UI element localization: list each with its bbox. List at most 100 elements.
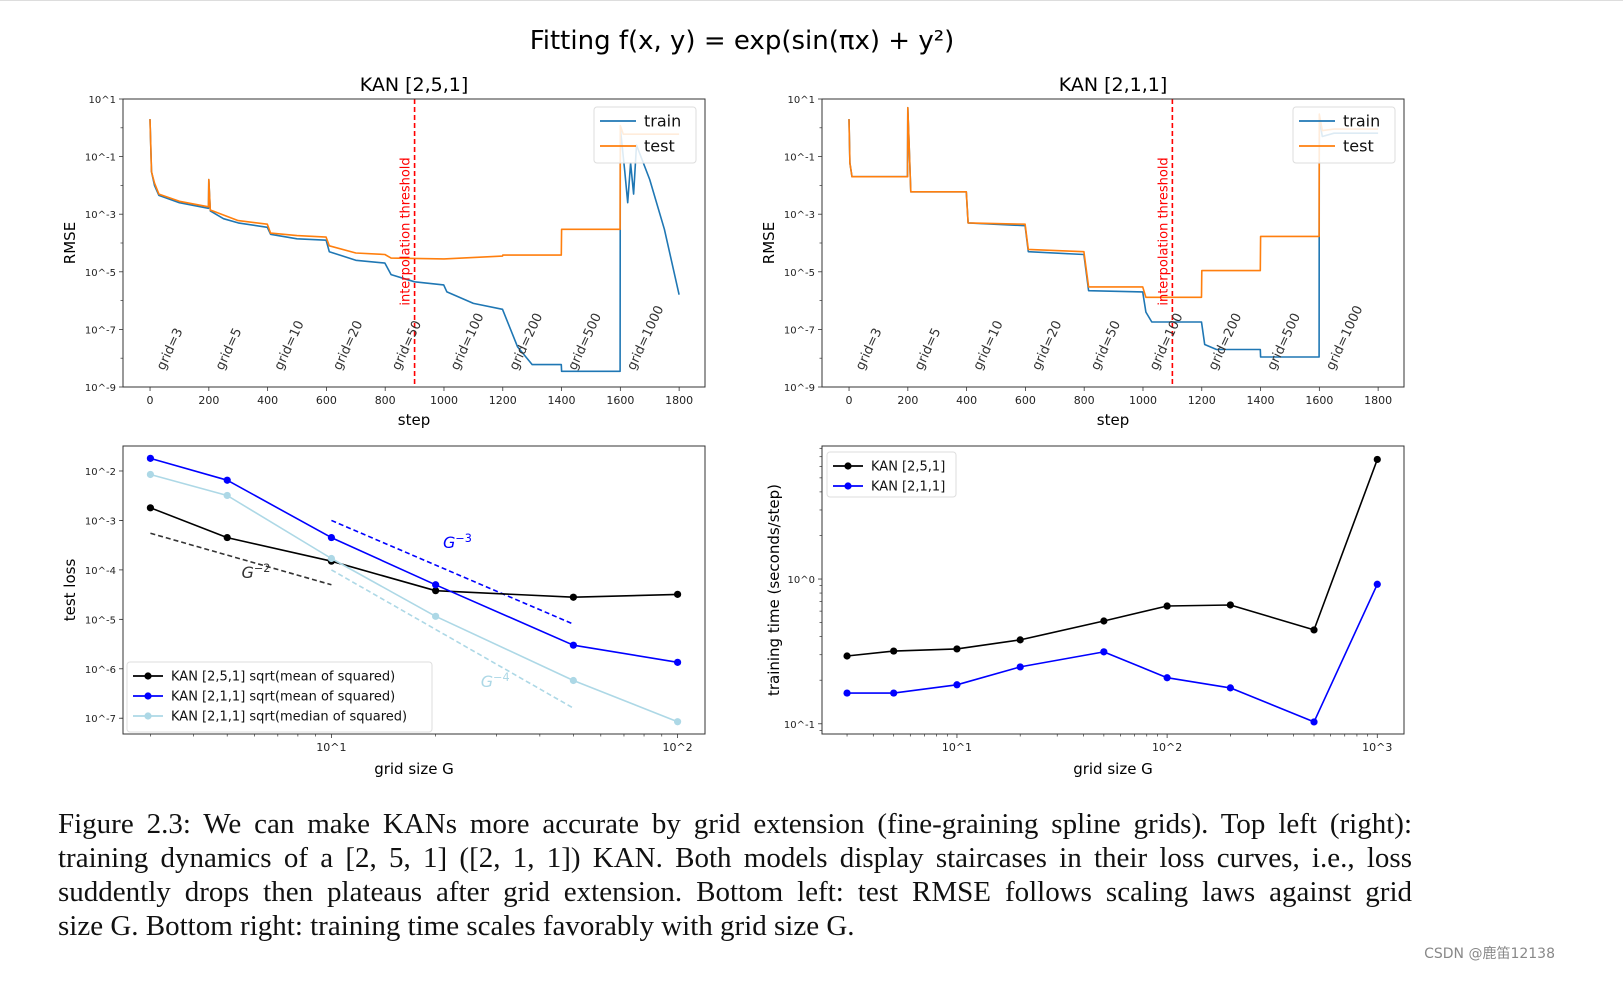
- grid-size-annotation: grid=50: [389, 318, 425, 372]
- x-tick-label: 800: [1074, 394, 1095, 407]
- y-tick-label: 10^-3: [85, 210, 116, 221]
- y-tick-label: 10^-7: [85, 325, 116, 336]
- x-tick-label: 1400: [1247, 394, 1275, 407]
- plot-area: [149, 119, 680, 373]
- legend: train test: [1292, 106, 1396, 164]
- grid-size-annotation: grid=10: [971, 318, 1007, 372]
- data-point: [953, 681, 961, 689]
- x-tick-label: 200: [897, 394, 918, 407]
- legend-box: [126, 661, 433, 733]
- x-tick-label: 1600: [606, 394, 634, 407]
- reference-line-label-exponent: −4: [493, 670, 510, 683]
- legend-marker: [144, 672, 152, 680]
- data-point: [223, 491, 231, 500]
- x-axis-label: grid size G: [1073, 760, 1153, 778]
- reference-line: [331, 569, 574, 709]
- grid-size-annotation: grid=100: [448, 311, 487, 373]
- series-line-test: [848, 106, 1379, 299]
- data-point: [953, 645, 961, 653]
- grid-size-annotation: grid=100: [1147, 311, 1186, 373]
- grid-size-annotation: grid=20: [330, 318, 366, 372]
- data-point: [432, 612, 440, 620]
- x-tick-label: 400: [257, 394, 278, 407]
- caption-line: training dynamics of a [2, 5, 1] ([2, 1,…: [58, 842, 1412, 874]
- y-tick-label: 10^-9: [784, 383, 815, 394]
- data-point: [327, 554, 336, 563]
- data-point: [569, 641, 577, 649]
- reference-line-label-base: G: [481, 672, 493, 691]
- data-point: [1310, 718, 1318, 726]
- x-tick-label: 0: [846, 394, 853, 407]
- legend-marker: [844, 462, 852, 470]
- y-tick-label: 10^-7: [784, 325, 815, 336]
- figure: Fitting f(x, y) = exp(sin(πx) + y²) 0 200…: [61, 26, 1405, 778]
- axes-frame: [821, 445, 1405, 735]
- reference-line-label-exponent: −3: [455, 531, 472, 544]
- grid-size-annotation: grid=3: [154, 326, 186, 373]
- x-tick-label: 400: [956, 394, 977, 407]
- y-tick-label: 10^1: [788, 95, 815, 106]
- data-point: [1100, 648, 1108, 656]
- grid-size-annotation: grid=200: [507, 311, 546, 373]
- plot-area: [146, 454, 682, 726]
- data-point: [1226, 601, 1234, 609]
- caption-line: suddently drops then plateaus after grid…: [58, 876, 1412, 908]
- y-tick-label: 10^-9: [85, 383, 116, 394]
- data-point: [673, 590, 682, 598]
- data-point: [1226, 684, 1234, 692]
- chart-4: 10^1 10^2 10^3 10^0 10^-1 grid size G training…: [765, 445, 1405, 778]
- legend-marker: [144, 692, 152, 700]
- x-tick-label: 1200: [1188, 394, 1216, 407]
- axes-frame: [122, 98, 706, 388]
- y-tick-label: 10^-5: [85, 268, 116, 279]
- legend-label: test: [1343, 137, 1374, 156]
- grid-size-annotation: grid=50: [1088, 318, 1124, 372]
- legend-label: KAN [2,5,1]: [871, 460, 945, 475]
- data-point: [146, 470, 155, 479]
- grid-size-annotation: grid=10: [272, 318, 308, 372]
- x-axis-label: grid size G: [374, 760, 454, 778]
- y-tick-label: 10^-7: [85, 714, 116, 725]
- plot-area: [848, 106, 1379, 358]
- y-tick-label: 10^-1: [784, 153, 815, 164]
- plot-area: [843, 455, 1381, 726]
- reference-line-label: G−4: [481, 670, 510, 691]
- x-tick-label: 10^1: [942, 741, 972, 754]
- data-point: [890, 647, 898, 655]
- x-tick-label: 0: [147, 394, 154, 407]
- data-point: [569, 593, 577, 601]
- chart-3: 10^1 10^2 10^-2 10^-3 10^-4 10^-5 10^-6 10^-7 gr…: [61, 445, 706, 778]
- data-point: [146, 454, 155, 462]
- data-point: [843, 689, 851, 697]
- watermark: CSDN @鹿笛12138: [1424, 946, 1555, 962]
- y-tick-label: 10^-5: [784, 268, 815, 279]
- data-point: [432, 587, 440, 595]
- legend-label: test: [644, 137, 675, 156]
- series-line-kan-2-1-1-: [847, 583, 1379, 723]
- reference-line: [150, 532, 332, 586]
- axes-frame: [821, 98, 1405, 388]
- legend-label: train: [1343, 112, 1380, 131]
- x-tick-label: 10^1: [316, 741, 346, 754]
- y-tick-label: 10^-2: [85, 467, 116, 478]
- x-axis-label: step: [1097, 411, 1129, 429]
- y-tick-label: 10^-1: [85, 153, 116, 164]
- data-point: [673, 718, 682, 726]
- y-tick-label: 10^-4: [85, 566, 116, 577]
- x-tick-label: 1000: [1129, 394, 1157, 407]
- reference-line-label: G−2: [242, 562, 271, 583]
- legend: train test: [593, 106, 697, 164]
- y-tick-label: 10^-6: [85, 665, 116, 676]
- data-point: [1373, 580, 1381, 588]
- interpolation-threshold-label: interpolation threshold: [399, 157, 414, 305]
- data-point: [673, 658, 682, 666]
- legend-label: KAN [2,1,1] sqrt(mean of squared): [171, 690, 395, 705]
- x-tick-label: 10^2: [662, 741, 692, 754]
- grid-size-annotation: grid=1000: [624, 303, 667, 372]
- data-point: [432, 581, 440, 589]
- interpolation-threshold-label: interpolation threshold: [1156, 157, 1171, 305]
- data-point: [223, 476, 231, 484]
- grid-size-annotation: grid=500: [1265, 311, 1304, 373]
- data-point: [1163, 674, 1171, 682]
- series-line-kan-2-5-1-sqrt-mean-of-squared-: [150, 507, 678, 598]
